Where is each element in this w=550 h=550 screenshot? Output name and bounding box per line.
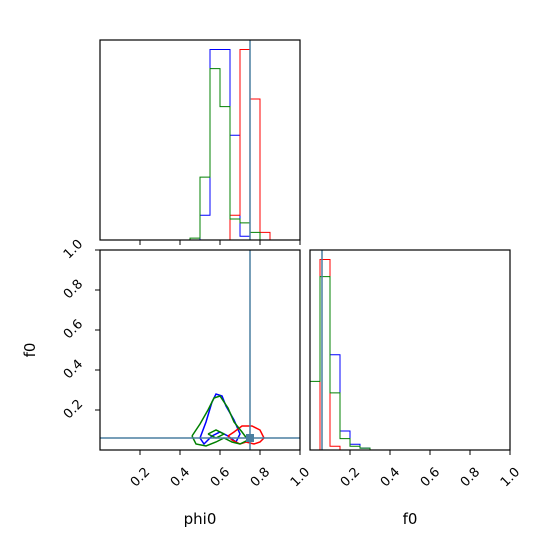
joint-y-tick-label: 0.8 — [61, 277, 86, 302]
joint-y-tick-label: 0.2 — [61, 397, 86, 422]
joint-x-tick-label: 0.4 — [168, 465, 193, 490]
histogram-step-f0 — [319, 259, 371, 450]
x-axis-label-f0: f0 — [403, 510, 418, 528]
histogram-step-f0 — [309, 276, 371, 450]
histogram-f0-frame — [309, 249, 511, 451]
x-axis-label-phi0: phi0 — [184, 510, 217, 528]
joint-y-tick-label: 0.6 — [61, 317, 86, 342]
right-x-tick-label: 1.0 — [498, 465, 523, 490]
joint-y-tick-label: 1.0 — [61, 237, 86, 262]
joint-x-tick-label: 1.0 — [288, 465, 313, 490]
histogram-f0-panel: 0.2 0.4 0.6 0.8 1.0 — [309, 249, 523, 490]
contour-line — [191, 395, 250, 447]
joint-panel-frame — [99, 249, 301, 451]
joint-x-tick-label: 0.2 — [128, 465, 153, 490]
joint-y-tick-label: 0.4 — [61, 357, 86, 382]
right-x-tick-label: 0.6 — [418, 465, 443, 490]
joint-x-tick-label: 0.8 — [248, 465, 273, 490]
joint-x-tick-label: 0.6 — [208, 465, 233, 490]
contour-line — [207, 429, 226, 439]
joint-phi0-f0-panel: 0.2 0.4 0.6 0.8 1.0 0.2 0.4 0.6 0.8 1.0 — [61, 237, 313, 490]
histogram-phi0-panel — [99, 39, 301, 245]
right-x-tick-label: 0.2 — [338, 465, 363, 490]
right-x-tick-label: 0.8 — [458, 465, 483, 490]
y-axis-label-f0: f0 — [21, 343, 39, 358]
histogram-step-phi0 — [199, 49, 251, 240]
truth-marker — [246, 434, 254, 442]
histogram-phi0-frame — [99, 39, 301, 241]
right-x-tick-label: 0.4 — [378, 465, 403, 490]
